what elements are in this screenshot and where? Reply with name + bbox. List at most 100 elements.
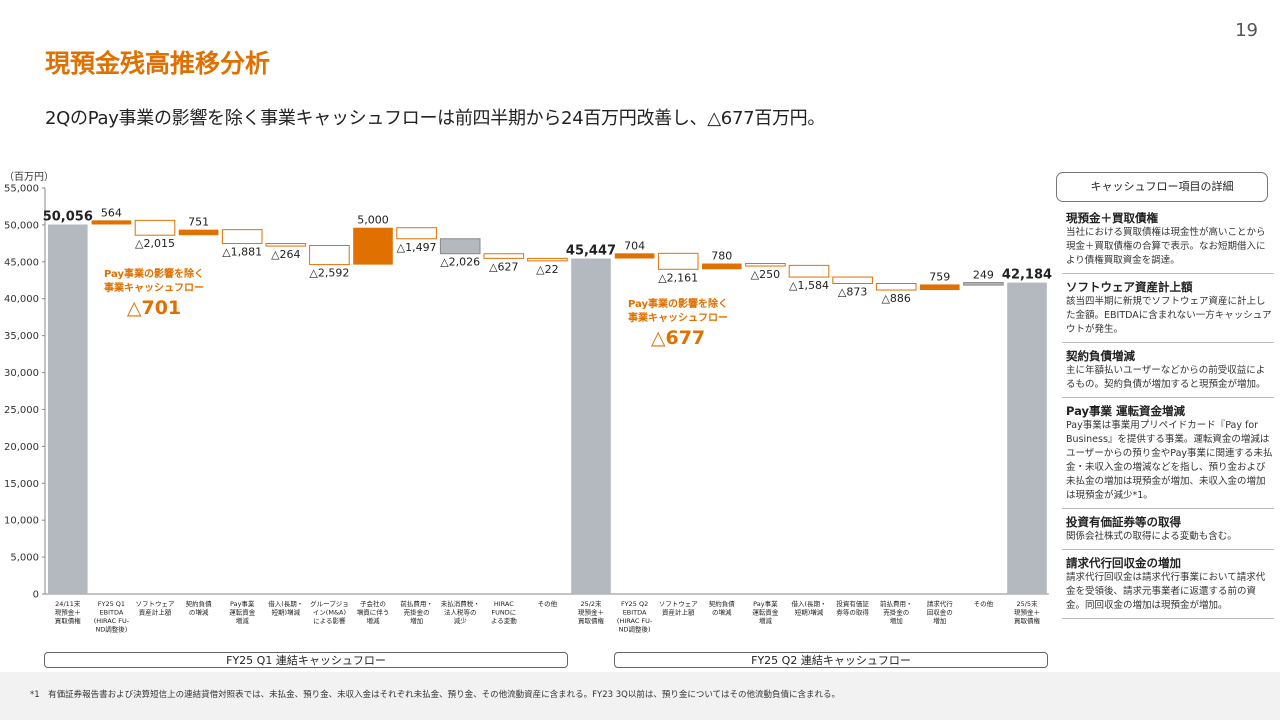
category-label: 未払消費税・ xyxy=(441,599,480,608)
category-label: 回収金の xyxy=(927,608,953,617)
detail-item: 請求代行回収金の増加 請求代行回収金は請求代行事業において請求代金を受領後、請求… xyxy=(1062,554,1274,619)
bar-14 xyxy=(657,252,699,270)
y-tick-label: 50,000 xyxy=(4,220,39,231)
bar-8 xyxy=(396,227,437,240)
unit-label: （百万円） xyxy=(4,172,54,183)
q2-cashflow-label: FY25 Q2 連結キャッシュフロー xyxy=(614,652,1048,668)
detail-body: 主に年額払いユーザーなどからの前受収益によるもの。契約負債が増加すると現預金が増… xyxy=(1066,365,1266,390)
annotation-line2: 事業キャッシュフロー xyxy=(104,283,204,294)
category-label: 売掛金の xyxy=(404,608,430,617)
detail-body: 当社における買取債権は現金性が高いことから現金＋買取債権の合算で表示。なお短期借… xyxy=(1066,227,1266,266)
annotation-line1: Pay事業の影響を除く xyxy=(103,269,205,280)
y-tick-label: 5,000 xyxy=(10,553,39,564)
page-number: 19 xyxy=(1235,20,1258,41)
detail-title: 契約負債増減 xyxy=(1066,349,1135,363)
category-label: EBITDA xyxy=(623,609,647,617)
y-tick-label: 45,000 xyxy=(4,257,39,268)
bar-label-21: 249 xyxy=(973,269,994,282)
detail-body: 請求代行回収金は請求代行事業において請求代金を受領後、請求元事業者に返還する前の… xyxy=(1066,572,1266,611)
bar-label-9: △2,026 xyxy=(440,256,480,269)
y-tick-label: 10,000 xyxy=(4,516,39,527)
bar-7 xyxy=(353,227,393,265)
waterfall-chart: 0 5,000 10,000 15,000 20,000 25,000 30,000 35,0… xyxy=(4,184,1052,634)
detail-item: ソフトウェア資産計上額 該当四半期に新規でソフトウェア資産に計上した金額。EBI… xyxy=(1062,278,1274,343)
category-label: の増減 xyxy=(189,608,209,617)
category-label: イン(M&A) xyxy=(313,609,346,617)
y-tick-label: 20,000 xyxy=(4,442,39,453)
category-label: 短期)増減 xyxy=(795,608,824,617)
detail-body: 関係会社株式の取得による変動も含む。 xyxy=(1066,531,1237,542)
bar-label-5: △264 xyxy=(271,248,300,261)
category-label: 増加 xyxy=(410,616,423,625)
bar-19 xyxy=(875,282,917,291)
category-label: (HIRAC FU- xyxy=(617,617,653,625)
category-label: による影響 xyxy=(313,616,346,625)
detail-title: ソフトウェア資産計上額 xyxy=(1066,280,1193,294)
bar-12 xyxy=(571,258,611,594)
detail-item: 現預金＋買取債権 当社における買取債権は現金性が高いことから現金＋買取債権の合算… xyxy=(1062,209,1274,274)
detail-title: 請求代行回収金の増加 xyxy=(1066,556,1181,570)
bar-label-1: 564 xyxy=(101,206,122,219)
bar-21 xyxy=(963,282,1004,286)
category-label: 契約負債 xyxy=(186,599,213,608)
bar-label-19: △886 xyxy=(881,292,910,305)
bar-2 xyxy=(134,219,176,236)
details-header: キャッシュフロー項目の詳細 xyxy=(1056,172,1268,202)
detail-title: Pay事業 運転資金増減 xyxy=(1066,404,1186,418)
category-label: 券等の取得 xyxy=(836,608,869,617)
category-label: (HIRAC FU- xyxy=(94,617,130,625)
category-label: ソフトウェア xyxy=(136,600,176,608)
category-label: 短期)増減 xyxy=(272,608,301,617)
detail-title: 現預金＋買取債権 xyxy=(1066,211,1158,225)
bar-label-7: 5,000 xyxy=(357,214,389,227)
bar-label-17: △1,584 xyxy=(789,279,829,292)
category-label: 現預金＋ xyxy=(578,608,604,617)
category-label: Pay事業 xyxy=(753,599,778,608)
page-subtitle: 2QのPay事業の影響を除く事業キャッシュフローは前四半期から24百万円改善し、… xyxy=(45,108,826,129)
y-tick-label: 40,000 xyxy=(4,294,39,305)
bar-label-13: 704 xyxy=(624,239,645,252)
annotation-line1: Pay事業の影響を除く xyxy=(627,299,729,310)
category-label: グループジョ xyxy=(310,599,349,608)
y-tick-label: 15,000 xyxy=(4,479,39,490)
detail-item: 投資有価証券等の取得 関係会社株式の取得による変動も含む。 xyxy=(1062,513,1274,550)
category-label: FUNDに xyxy=(491,609,516,617)
bar-label-20: 759 xyxy=(929,270,950,283)
category-label: 資産計上額 xyxy=(662,608,695,617)
bar-label-4: △1,881 xyxy=(222,246,262,259)
category-label: 増加 xyxy=(933,616,946,625)
details-panel: 現預金＋買取債権 当社における買取債権は現金性が高いことから現金＋買取債権の合算… xyxy=(1062,209,1274,623)
category-label: 25/2末 xyxy=(580,599,602,608)
detail-item: Pay事業 運転資金増減 Pay事業は事業用プリペイドカード『Pay for B… xyxy=(1062,402,1274,509)
detail-body: Pay事業は事業用プリペイドカード『Pay for Business』を提供する… xyxy=(1066,420,1273,501)
bar-label-12: 45,447 xyxy=(566,244,616,259)
bar-label-6: △2,592 xyxy=(309,267,349,280)
bar-20 xyxy=(920,284,960,291)
category-label: 現預金＋ xyxy=(1014,608,1040,617)
category-label: 子会社の xyxy=(360,599,386,608)
bar-label-10: △627 xyxy=(489,260,518,273)
y-axis: 0 5,000 10,000 15,000 20,000 25,000 30,000 35,0… xyxy=(4,184,1049,601)
bar-6 xyxy=(309,244,350,266)
q2-business-cf-annotation: Pay事業の影響を除く 事業キャッシュフロー △677 xyxy=(612,298,744,350)
category-label: 25/5末 xyxy=(1016,599,1038,608)
category-label: 買取債権 xyxy=(578,616,605,625)
category-label: 借入(長期・ xyxy=(268,599,303,608)
bar-label-22: 42,184 xyxy=(1002,268,1052,283)
category-label: FY25 Q1 xyxy=(98,600,125,608)
category-label: 運転資金 xyxy=(752,608,779,617)
category-label: 前払費用・ xyxy=(400,599,433,608)
y-tick-label: 30,000 xyxy=(4,368,39,379)
bar-11 xyxy=(527,257,568,262)
category-label: 借入(長期・ xyxy=(791,599,826,608)
category-label: 増加 xyxy=(890,616,903,625)
category-label: 減少 xyxy=(454,616,468,625)
q1-cashflow-label: FY25 Q1 連結キャッシュフロー xyxy=(44,652,568,668)
bar-16 xyxy=(745,263,786,267)
bar-label-16: △250 xyxy=(751,268,780,281)
y-tick-label: 55,000 xyxy=(4,184,39,195)
y-tick-label: 35,000 xyxy=(4,331,39,342)
y-tick-label: 25,000 xyxy=(4,405,39,416)
q1-business-cf-annotation: Pay事業の影響を除く 事業キャッシュフロー △701 xyxy=(88,268,220,320)
